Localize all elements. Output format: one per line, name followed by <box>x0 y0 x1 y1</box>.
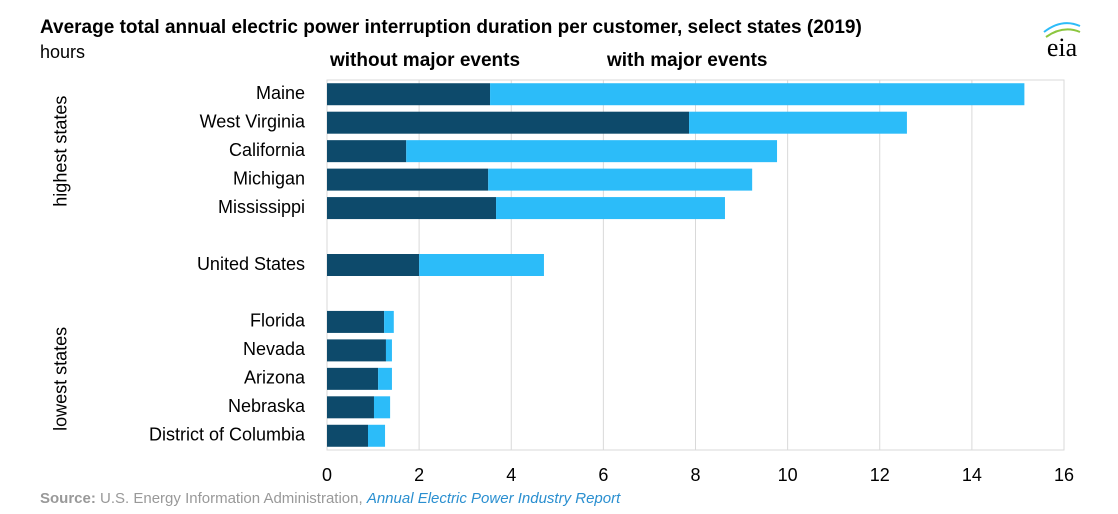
x-tick-label: 16 <box>1054 465 1074 485</box>
bar-segment <box>689 111 907 134</box>
y-tick-label: Mississippi <box>218 197 305 217</box>
bar-segment <box>327 83 491 106</box>
x-tick-label: 6 <box>598 465 608 485</box>
x-tick-label: 10 <box>778 465 798 485</box>
y-tick-label: Arizona <box>244 368 306 388</box>
chart-subtitle: hours <box>40 42 85 62</box>
bar-segment <box>327 367 379 390</box>
y-tick-label: Florida <box>250 311 306 331</box>
y-tick-label: Nebraska <box>228 396 306 416</box>
y-tick-label: United States <box>197 254 305 274</box>
bar-segment <box>327 310 385 333</box>
bar-segment <box>490 83 1025 106</box>
bar-segment <box>327 197 497 220</box>
group-label: lowest states <box>51 327 71 431</box>
bar-segment <box>419 254 544 276</box>
bar-segment <box>327 111 690 134</box>
group-label: highest states <box>51 96 71 207</box>
y-tick-label: District of Columbia <box>149 425 306 445</box>
x-tick-label: 14 <box>962 465 982 485</box>
y-tick-label: Maine <box>256 83 305 103</box>
bar-segment <box>327 254 420 276</box>
source: Source: U.S. Energy Information Administ… <box>40 490 621 507</box>
x-tick-label: 2 <box>414 465 424 485</box>
x-tick-label: 4 <box>506 465 516 485</box>
bar-segment <box>327 339 386 362</box>
legend-label: with major events <box>606 50 768 71</box>
source-text: U.S. Energy Information Administration, <box>100 490 363 507</box>
source-label: Source: <box>40 490 96 507</box>
x-tick-label: 0 <box>322 465 332 485</box>
source-link: Annual Electric Power Industry Report <box>366 490 621 507</box>
bar-segment <box>406 140 778 163</box>
bar-segment <box>496 197 725 220</box>
bar-segment <box>385 339 392 362</box>
y-tick-label: Michigan <box>233 168 305 188</box>
x-tick-label: 8 <box>690 465 700 485</box>
x-tick-label: 12 <box>870 465 890 485</box>
logo-swoosh <box>1045 28 1081 38</box>
bar-segment <box>367 424 386 447</box>
y-tick-label: California <box>229 140 306 160</box>
bar-segment <box>488 168 753 191</box>
bar-segment <box>327 140 407 163</box>
legend-label: without major events <box>329 50 520 71</box>
bar-segment <box>327 396 374 419</box>
bar-segment <box>327 424 368 447</box>
chart-title: Average total annual electric power inte… <box>40 17 862 38</box>
bar-segment <box>327 168 489 191</box>
y-tick-label: Nevada <box>243 339 306 359</box>
bar-segment <box>384 310 394 333</box>
bar-segment <box>373 396 391 419</box>
bar-segment <box>378 367 392 390</box>
logo-swoosh <box>1043 22 1081 33</box>
logo: eia <box>1047 33 1078 62</box>
y-tick-label: West Virginia <box>200 111 306 131</box>
